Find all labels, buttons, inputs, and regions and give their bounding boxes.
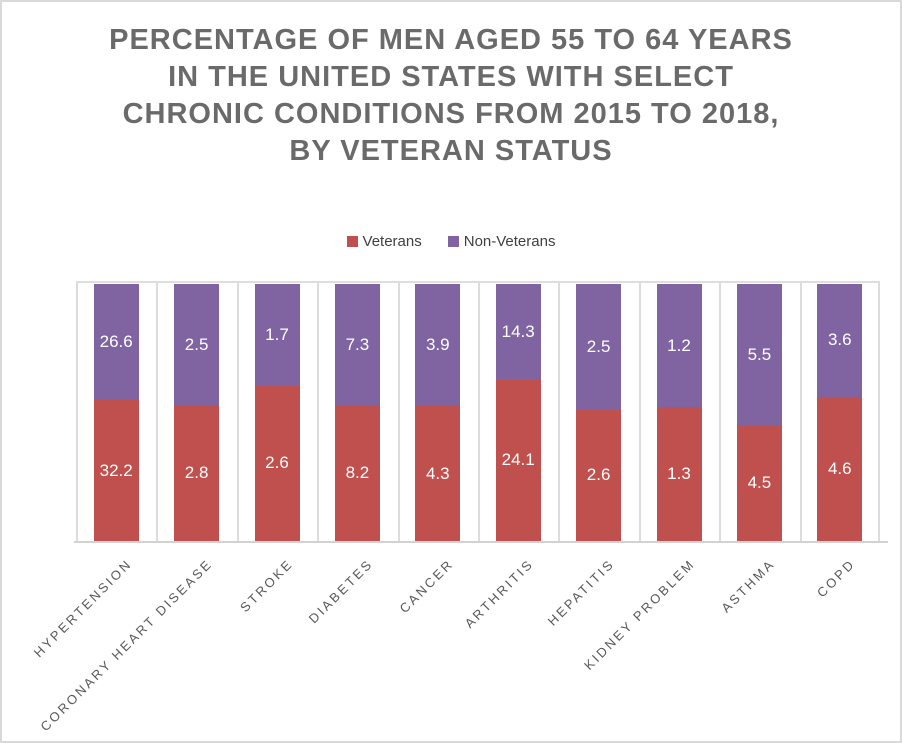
bar-label-non-veterans: 7.3 xyxy=(345,334,370,354)
bar-label-veterans: 8.2 xyxy=(345,463,370,482)
bar-segment-veterans: 2.6 xyxy=(576,409,622,541)
x-axis-label: ARTHRITIS xyxy=(461,556,537,631)
bar-label-non-veterans: 5.5 xyxy=(747,344,772,364)
x-axis-label: ASTHMA xyxy=(718,556,779,616)
x-axis-label: DIABETES xyxy=(305,556,377,627)
category-separator-gridline xyxy=(397,283,400,541)
top-gridline xyxy=(76,281,880,283)
legend-label: Veterans xyxy=(362,233,422,250)
bar-label-non-veterans: 1.7 xyxy=(265,324,289,344)
bar-arthritis: 14.3 24.1 xyxy=(495,284,541,541)
bar-label-non-veterans: 3.6 xyxy=(827,330,852,350)
bar-label-non-veterans: 2.5 xyxy=(184,334,209,354)
plot-area: 26.6 32.2 2.5 2.8 1.7 2.6 7.3 8.2 3.9 4.3 14.3 24.1… xyxy=(74,281,888,543)
bar-segment-veterans: 24.1 xyxy=(495,379,541,541)
x-axis-label: COPD xyxy=(814,556,859,601)
category-separator-gridline xyxy=(878,283,880,541)
bar-segment-non-veterans: 3.9 xyxy=(415,284,461,407)
category-axis-line xyxy=(74,541,888,543)
category-separator-gridline xyxy=(76,283,78,541)
bar-segment-veterans: 4.5 xyxy=(736,425,782,541)
bar-segment-non-veterans: 26.6 xyxy=(93,284,139,401)
legend-swatch-veterans xyxy=(346,236,358,247)
bar-segment-veterans: 8.2 xyxy=(334,405,380,541)
category-separator-gridline xyxy=(719,283,722,541)
bar-segment-non-veterans: 14.3 xyxy=(495,284,541,380)
category-separator-gridline xyxy=(638,283,641,541)
legend-swatch-non-veterans xyxy=(447,236,459,247)
legend-item-veterans: Veterans xyxy=(346,233,422,250)
bar-segment-non-veterans: 2.5 xyxy=(174,284,220,406)
bar-segment-veterans: 4.3 xyxy=(415,406,461,541)
chart-title: PERCENTAGE OF MEN AGED 55 TO 64 YEARS IN… xyxy=(2,22,900,170)
bar-label-veterans: 4.3 xyxy=(425,463,450,483)
bar-segment-non-veterans: 1.7 xyxy=(254,284,300,386)
bar-label-veterans: 32.2 xyxy=(99,460,133,480)
x-axis-label: STROKE xyxy=(236,556,296,616)
chart-title-line: IN THE UNITED STATES WITH SELECT xyxy=(168,61,734,93)
chart-title-line: PERCENTAGE OF MEN AGED 55 TO 64 YEARS xyxy=(109,24,793,56)
bar-hypertension: 26.6 32.2 xyxy=(93,284,139,541)
bar-copd: 3.6 4.6 xyxy=(817,284,863,541)
x-axis-label: KIDNEY PROBLEM xyxy=(580,556,698,673)
bar-label-non-veterans: 2.5 xyxy=(586,336,611,356)
category-separator-gridline xyxy=(799,283,802,541)
bar-label-veterans: 2.6 xyxy=(265,453,289,473)
bar-kidney-problem: 1.2 1.3 xyxy=(656,284,702,541)
bar-coronary-heart-disease: 2.5 2.8 xyxy=(174,284,220,541)
bar-label-veterans: 4.5 xyxy=(747,473,772,493)
category-separator-gridline xyxy=(236,283,239,541)
bar-segment-veterans: 1.3 xyxy=(656,407,702,541)
category-separator-gridline xyxy=(156,283,159,541)
bar-hepatitis: 2.5 2.6 xyxy=(576,284,622,541)
bar-label-veterans: 2.8 xyxy=(184,463,209,483)
bar-label-non-veterans: 26.6 xyxy=(99,332,133,352)
bar-label-non-veterans: 3.9 xyxy=(425,335,450,355)
bar-label-veterans: 2.6 xyxy=(586,465,611,485)
x-axis-label: HEPATITIS xyxy=(544,556,618,629)
bar-segment-veterans: 2.6 xyxy=(254,385,300,541)
category-separator-gridline xyxy=(478,283,480,541)
bar-segment-non-veterans: 7.3 xyxy=(334,284,380,406)
x-axis-label: HYPERTENSION xyxy=(30,556,135,661)
bar-segment-non-veterans: 1.2 xyxy=(656,284,702,408)
bar-segment-veterans: 32.2 xyxy=(93,400,139,541)
bar-label-veterans: 24.1 xyxy=(501,450,535,470)
bar-segment-veterans: 2.8 xyxy=(174,405,220,541)
legend: Veterans Non-Veterans xyxy=(2,233,900,250)
bar-label-non-veterans: 14.3 xyxy=(501,321,535,341)
x-axis-label: CANCER xyxy=(396,556,457,617)
category-separator-gridline xyxy=(317,283,320,541)
chart-title-line: BY VETERAN STATUS xyxy=(289,135,613,167)
bar-cancer: 3.9 4.3 xyxy=(415,284,461,541)
bar-segment-non-veterans: 2.5 xyxy=(576,284,622,410)
x-axis-label: CORONARY HEART DISEASE xyxy=(37,556,216,735)
bar-asthma: 5.5 4.5 xyxy=(736,284,782,541)
bar-segment-non-veterans: 3.6 xyxy=(817,284,863,397)
chart-title-line: CHRONIC CONDITIONS FROM 2015 TO 2018, xyxy=(122,98,780,130)
bar-segment-veterans: 4.6 xyxy=(817,396,863,541)
bar-segment-non-veterans: 5.5 xyxy=(736,284,782,426)
bar-label-non-veterans: 1.2 xyxy=(667,335,691,355)
legend-label: Non-Veterans xyxy=(463,233,556,250)
category-separator-gridline xyxy=(558,283,561,541)
bar-diabetes: 7.3 8.2 xyxy=(334,284,380,541)
legend-item-non-veterans: Non-Veterans xyxy=(447,233,556,250)
bar-label-veterans: 1.3 xyxy=(667,464,691,484)
bar-label-veterans: 4.6 xyxy=(827,458,852,478)
bar-stroke: 1.7 2.6 xyxy=(254,284,300,541)
